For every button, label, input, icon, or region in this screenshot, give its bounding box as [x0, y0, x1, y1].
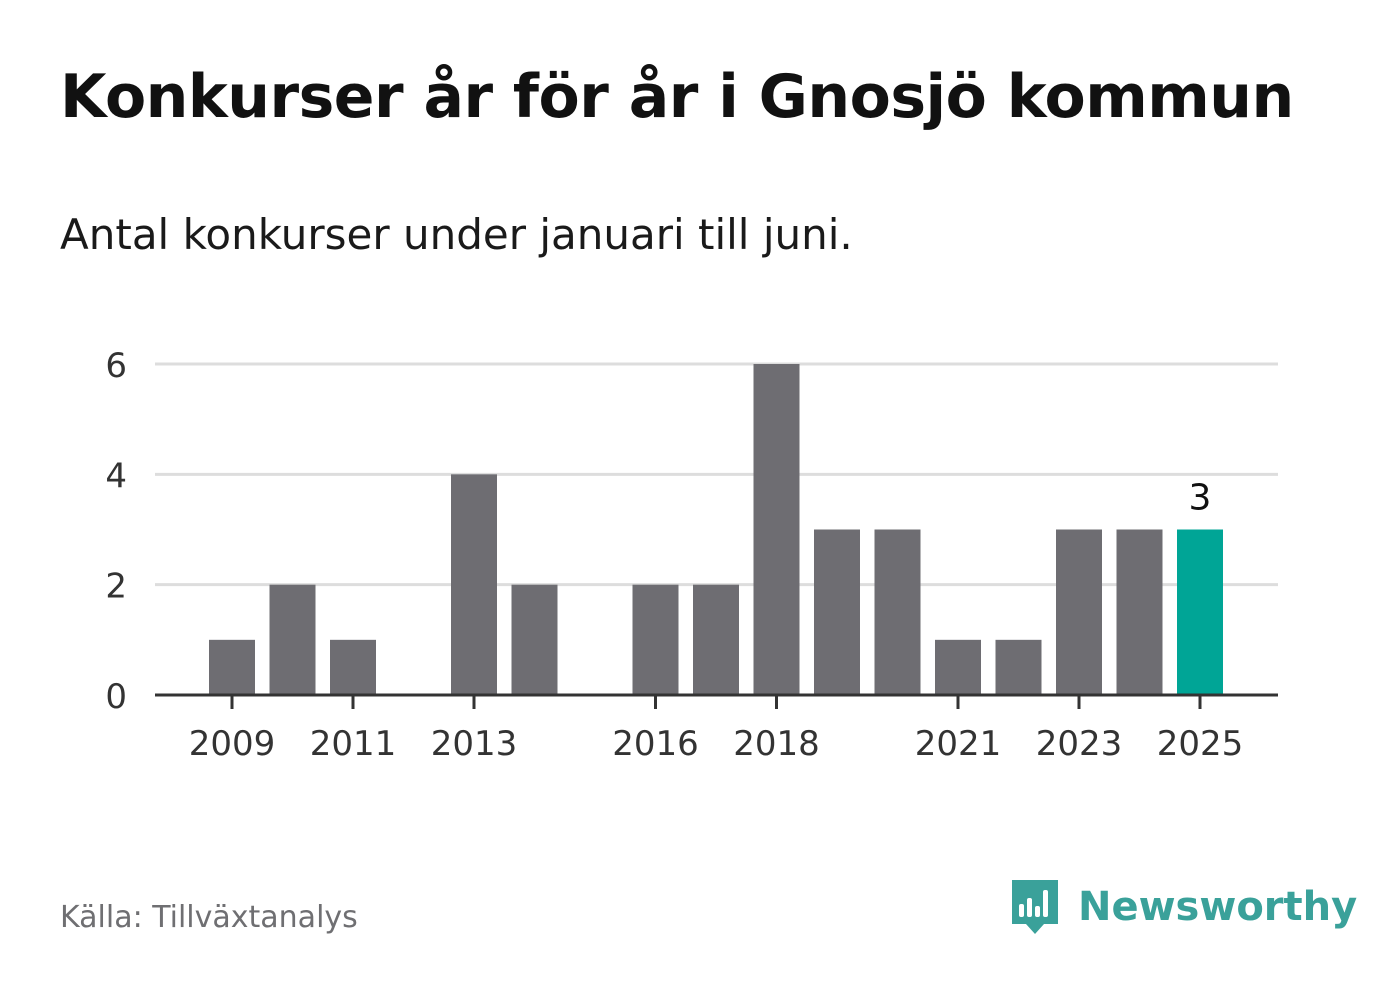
x-tick-label-2016: 2016 — [612, 724, 699, 764]
annotations: 3 — [1189, 478, 1212, 519]
y-tick-label-6: 6 — [105, 346, 127, 386]
y-tick-label-2: 2 — [105, 567, 127, 607]
chart-title: Konkurser år för år i Gnosjö kommun — [60, 62, 1294, 132]
bar-2013 — [451, 474, 497, 695]
source-note: Källa: Tillväxtanalys — [60, 900, 358, 935]
bar-series — [209, 364, 1223, 695]
bar-2022 — [995, 639, 1042, 695]
bar-2021 — [935, 639, 981, 695]
data-label-2025: 3 — [1189, 478, 1212, 519]
y-tick-label-0: 0 — [105, 677, 127, 717]
bar-2019 — [814, 529, 860, 695]
x-axis-labels: 2009 2011 2013 2016 2018 2021 2023 2025 — [189, 724, 1244, 764]
x-tick-label-2018: 2018 — [733, 724, 820, 764]
brand-logo: Newsworthy — [1010, 878, 1357, 936]
y-tick-label-4: 4 — [105, 456, 127, 496]
y-axis-labels: 0 2 4 6 — [105, 346, 127, 717]
gridlines — [155, 362, 1278, 587]
bar-2025 — [1177, 529, 1223, 695]
bar-2010 — [269, 584, 316, 695]
bar-2009 — [209, 639, 255, 695]
bar-2014 — [511, 584, 558, 695]
x-tick-label-2021: 2021 — [915, 724, 1002, 764]
chart-subtitle: Antal konkurser under januari till juni. — [60, 210, 853, 259]
x-tick-label-2023: 2023 — [1036, 724, 1123, 764]
bar-2017 — [693, 584, 739, 695]
newsworthy-logo-icon — [1012, 880, 1058, 934]
bar-2016 — [632, 584, 679, 695]
bar-2018 — [753, 364, 800, 695]
bar-2020 — [874, 529, 921, 695]
bar-2011 — [330, 639, 376, 695]
bar-2024 — [1116, 529, 1163, 695]
bar-2023 — [1056, 529, 1102, 695]
x-axis — [155, 693, 1278, 709]
brand-name: Newsworthy — [1078, 884, 1358, 930]
x-tick-label-2011: 2011 — [310, 724, 397, 764]
x-tick-label-2025: 2025 — [1157, 724, 1244, 764]
x-tick-label-2013: 2013 — [431, 724, 518, 764]
x-tick-label-2009: 2009 — [189, 724, 276, 764]
